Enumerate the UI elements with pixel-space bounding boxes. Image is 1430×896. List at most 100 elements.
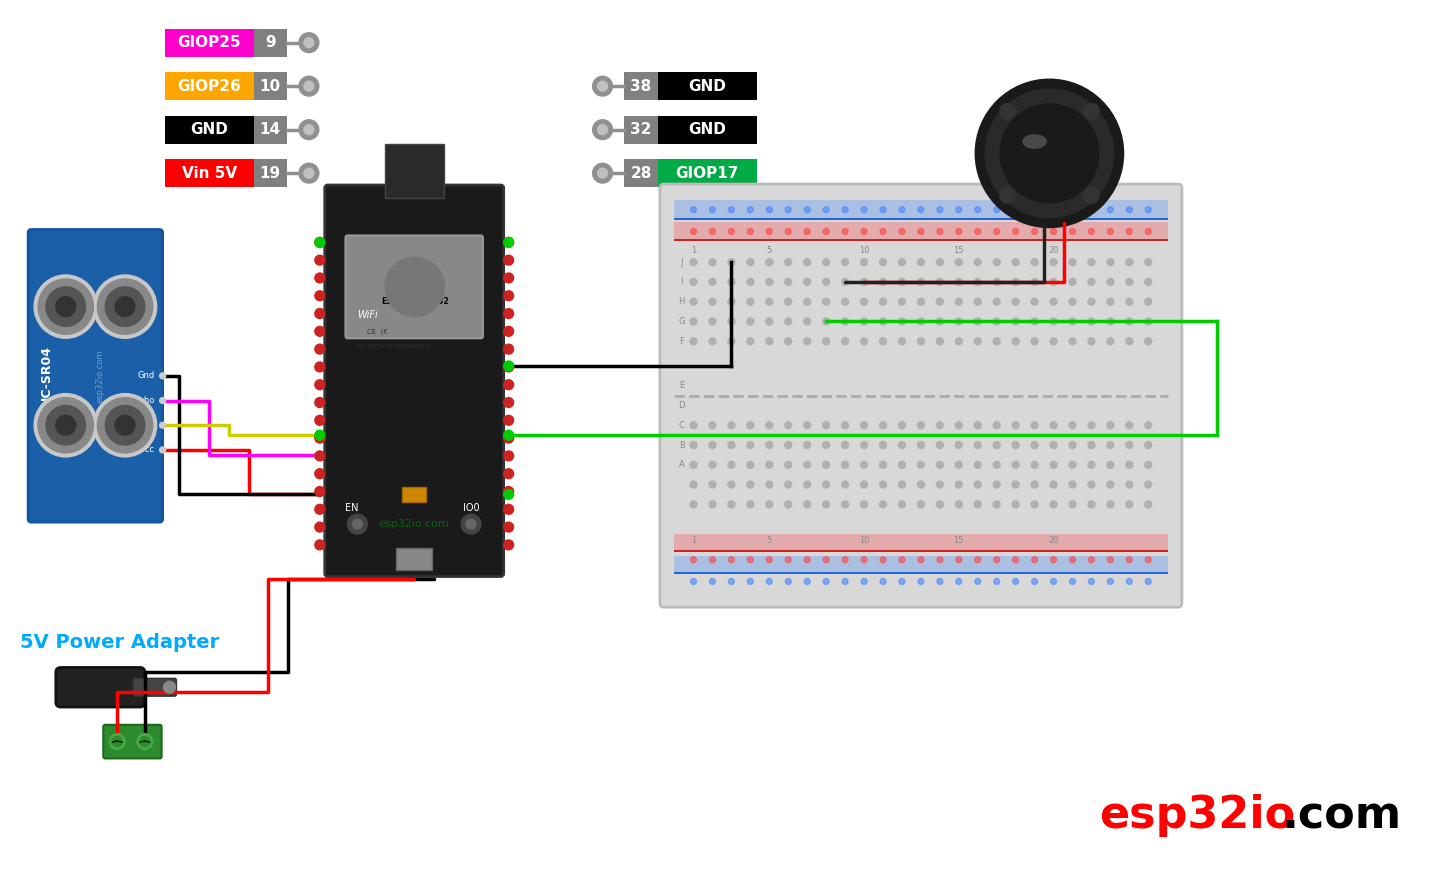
Circle shape	[39, 279, 93, 334]
Circle shape	[937, 279, 944, 285]
Circle shape	[918, 422, 924, 428]
FancyBboxPatch shape	[658, 159, 756, 187]
Circle shape	[955, 207, 962, 212]
Circle shape	[861, 259, 868, 265]
Circle shape	[1125, 501, 1133, 508]
Circle shape	[1088, 481, 1095, 488]
Circle shape	[1107, 228, 1114, 235]
Circle shape	[879, 338, 887, 345]
Circle shape	[1127, 579, 1133, 584]
Circle shape	[116, 416, 134, 435]
Circle shape	[1088, 579, 1094, 584]
Circle shape	[898, 442, 905, 449]
Circle shape	[879, 422, 887, 428]
Circle shape	[766, 442, 772, 449]
Circle shape	[305, 82, 313, 91]
Circle shape	[785, 442, 792, 449]
Circle shape	[728, 228, 735, 235]
Text: 1: 1	[691, 537, 696, 546]
Circle shape	[709, 579, 715, 584]
Circle shape	[937, 338, 944, 345]
Text: Vin 5V: Vin 5V	[182, 166, 236, 181]
Circle shape	[785, 318, 792, 325]
Circle shape	[937, 318, 944, 325]
Circle shape	[861, 228, 867, 235]
Circle shape	[352, 519, 362, 529]
Circle shape	[879, 579, 887, 584]
Circle shape	[112, 737, 122, 746]
Circle shape	[955, 442, 962, 449]
Circle shape	[709, 501, 716, 508]
Circle shape	[1012, 442, 1020, 449]
FancyBboxPatch shape	[253, 116, 287, 143]
Circle shape	[937, 228, 942, 235]
Circle shape	[503, 237, 513, 247]
Circle shape	[1070, 481, 1075, 488]
Circle shape	[994, 207, 1000, 212]
Circle shape	[1145, 556, 1151, 563]
Text: I: I	[681, 278, 684, 287]
Circle shape	[824, 556, 829, 563]
Circle shape	[1050, 501, 1057, 508]
Circle shape	[1107, 259, 1114, 265]
Text: GIOP25: GIOP25	[177, 35, 240, 50]
Circle shape	[106, 287, 144, 326]
Circle shape	[1084, 187, 1100, 203]
Circle shape	[503, 237, 513, 247]
Circle shape	[766, 279, 772, 285]
Circle shape	[1145, 207, 1151, 212]
Circle shape	[503, 522, 513, 532]
Text: Trig: Trig	[140, 421, 154, 430]
Text: 15: 15	[954, 246, 964, 254]
Text: H: H	[678, 297, 685, 306]
Circle shape	[994, 442, 1000, 449]
Text: GND: GND	[688, 122, 726, 137]
Text: 10: 10	[859, 537, 869, 546]
Circle shape	[804, 259, 811, 265]
Circle shape	[106, 406, 144, 445]
FancyBboxPatch shape	[325, 185, 503, 576]
FancyBboxPatch shape	[56, 668, 144, 707]
Circle shape	[1070, 461, 1075, 469]
Bar	[402, 487, 426, 503]
Text: 20: 20	[1048, 537, 1058, 546]
Circle shape	[140, 737, 150, 746]
Circle shape	[1012, 556, 1018, 563]
Circle shape	[746, 318, 754, 325]
Circle shape	[1088, 501, 1095, 508]
Circle shape	[315, 416, 325, 426]
Circle shape	[1031, 259, 1038, 265]
Circle shape	[1031, 207, 1038, 212]
Circle shape	[1107, 461, 1114, 469]
Text: IO0: IO0	[463, 504, 479, 513]
FancyBboxPatch shape	[659, 184, 1183, 607]
Circle shape	[974, 422, 981, 428]
Circle shape	[93, 275, 157, 339]
Circle shape	[315, 469, 325, 478]
Circle shape	[955, 501, 962, 508]
Circle shape	[937, 259, 944, 265]
Bar	[674, 218, 1168, 220]
Circle shape	[879, 556, 887, 563]
Circle shape	[728, 338, 735, 345]
Circle shape	[994, 318, 1000, 325]
Circle shape	[503, 255, 513, 265]
Circle shape	[709, 259, 716, 265]
Circle shape	[785, 422, 792, 428]
Text: esp32io: esp32io	[1098, 794, 1296, 837]
Circle shape	[503, 344, 513, 354]
Circle shape	[898, 338, 905, 345]
Bar	[674, 550, 1168, 552]
Circle shape	[955, 422, 962, 428]
Circle shape	[315, 255, 325, 265]
Circle shape	[592, 120, 612, 140]
Circle shape	[691, 228, 696, 235]
Circle shape	[748, 556, 754, 563]
Circle shape	[785, 338, 792, 345]
Text: Vcc: Vcc	[140, 445, 154, 454]
Text: Echo: Echo	[134, 396, 154, 405]
Circle shape	[728, 422, 735, 428]
Circle shape	[746, 298, 754, 306]
Circle shape	[1145, 501, 1151, 508]
Circle shape	[861, 556, 867, 563]
